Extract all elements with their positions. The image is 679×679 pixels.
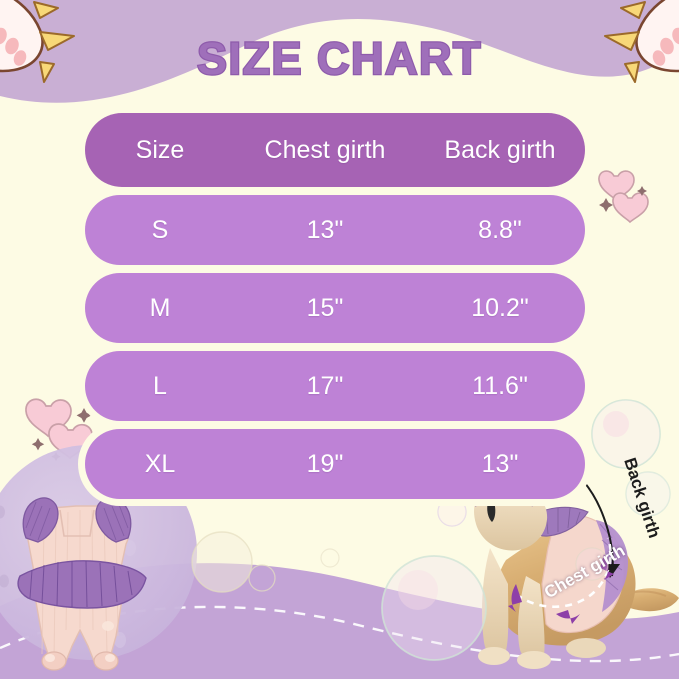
heart-icon xyxy=(612,192,649,224)
table-row: M 15" 10.2" xyxy=(85,273,585,343)
cell-size: M xyxy=(149,293,171,322)
cat-paw-icon xyxy=(0,0,44,73)
bubble-decorations xyxy=(437,399,671,527)
sparkle-icon xyxy=(599,186,647,212)
cell-chest: 19" xyxy=(306,449,344,478)
paw-toe-1 xyxy=(672,27,679,45)
paw-toe-1 xyxy=(0,27,7,45)
paw-toe-3 xyxy=(652,50,666,66)
chest-arrow-1 xyxy=(508,584,522,612)
paw-toe-3 xyxy=(13,50,27,66)
cell-size: XL xyxy=(144,449,176,478)
cat-front-leg-left xyxy=(482,548,509,658)
cell-back: 13" xyxy=(481,449,519,478)
cell-chest: 17" xyxy=(306,371,344,400)
cat-tail xyxy=(626,588,679,612)
page-title: SIZE CHART xyxy=(196,32,482,86)
collar-buckle xyxy=(487,502,496,522)
paw-decoration-left xyxy=(0,0,128,129)
heart-decoration-right xyxy=(598,170,649,224)
paw-toe-2 xyxy=(660,37,674,55)
cell-chest: 13" xyxy=(306,215,344,244)
waist-ruffle xyxy=(17,560,147,609)
cat-front-leg-right xyxy=(518,576,545,661)
chest-girth-line xyxy=(515,537,612,609)
column-header-size: Size xyxy=(135,135,185,164)
table-row: XL 19" 13" xyxy=(85,429,585,499)
cat-paw-icon xyxy=(635,0,679,73)
column-header-back: Back girth xyxy=(444,135,556,164)
spark-lines xyxy=(604,1,646,83)
paw-toe-2 xyxy=(5,37,19,55)
chest-arrow-2 xyxy=(556,610,580,624)
suit-garment xyxy=(17,497,147,671)
cell-chest: 15" xyxy=(306,293,344,322)
paw-decoration-right xyxy=(551,0,679,129)
spark-lines xyxy=(33,1,75,83)
cell-back: 8.8" xyxy=(478,215,522,244)
table-row: L 17" 11.6" xyxy=(85,351,585,421)
cat-hind-paw xyxy=(566,638,606,658)
column-header-chest: Chest girth xyxy=(264,135,386,164)
cell-back: 11.6" xyxy=(472,371,528,400)
cell-back: 10.2" xyxy=(471,293,529,322)
cell-size: L xyxy=(153,371,167,400)
pet-recovery-suit-photo xyxy=(0,497,147,671)
paw-print-watermarks xyxy=(0,505,136,648)
size-table: Size Chest girth Back girth S 13" 8.8" M… xyxy=(85,113,585,507)
table-row: S 13" 8.8" xyxy=(85,195,585,265)
table-header-row: Size Chest girth Back girth xyxy=(85,113,585,187)
cell-size: S xyxy=(151,215,169,244)
